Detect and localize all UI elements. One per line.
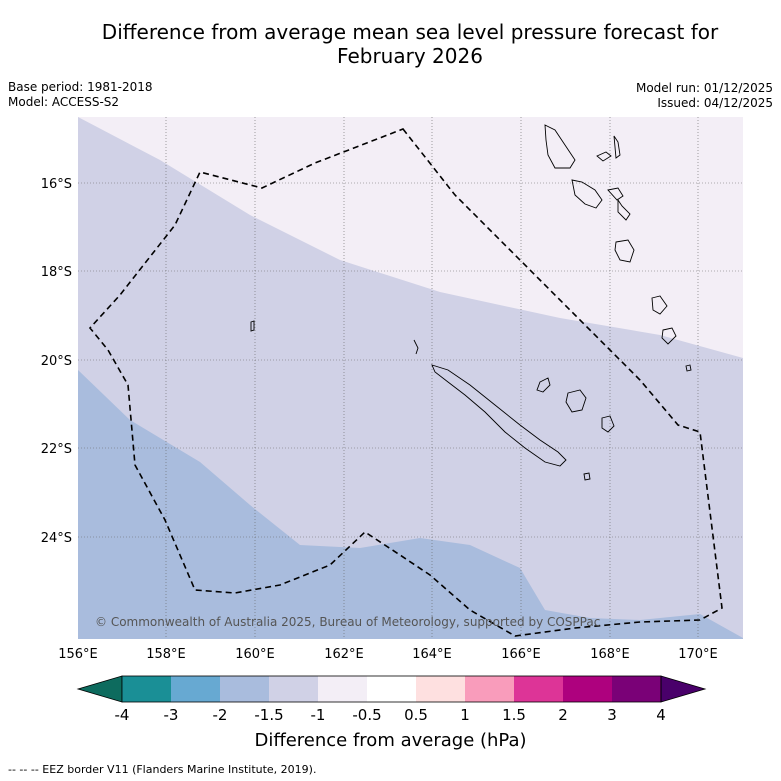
colorbar-segment xyxy=(171,676,220,702)
ouvea-coast xyxy=(536,377,551,393)
lon-label: 158°E xyxy=(146,647,186,662)
anomaly-band-minus-1 xyxy=(78,117,743,358)
lat-label: 24°S xyxy=(41,531,72,546)
colorbar-segment xyxy=(514,676,563,702)
issued-date: Issued: 04/12/2025 xyxy=(657,96,773,110)
ambae-coast xyxy=(596,151,612,162)
colorbar-segment xyxy=(367,676,416,702)
colorbar-tick-label: -0.5 xyxy=(352,706,381,724)
colorbar-tick-label: 3 xyxy=(607,706,617,724)
lat-axis: 16°S 18°S 20°S 22°S 24°S xyxy=(41,177,72,546)
model-name: Model: ACCESS-S2 xyxy=(8,95,120,109)
colorbar-unit-label: Difference from average (hPa) xyxy=(254,730,527,751)
espiritu-santo-coast xyxy=(544,124,576,169)
colorbar-tick-label: -1 xyxy=(311,706,326,724)
title-line-1: Difference from average mean sea level p… xyxy=(101,20,719,44)
eez-border xyxy=(88,128,723,637)
mare-coast xyxy=(601,415,615,433)
aneityum-coast xyxy=(685,364,692,372)
lon-label: 166°E xyxy=(501,647,541,662)
lon-label: 160°E xyxy=(235,647,275,662)
colorbar-tick-label: -4 xyxy=(115,706,130,724)
shepherd-islands-coast xyxy=(617,198,631,221)
chesterfield-islet xyxy=(250,320,255,332)
coastlines xyxy=(250,124,692,481)
maewo-coast xyxy=(613,135,621,159)
colorbar-tick-label: -1.5 xyxy=(254,706,283,724)
map-area: © Commonwealth of Australia 2025, Bureau… xyxy=(78,117,743,639)
lon-label: 168°E xyxy=(590,647,630,662)
colorbar-tick-label: -3 xyxy=(164,706,179,724)
meta-right: Model run: 01/12/2025 Issued: 04/12/2025 xyxy=(636,81,773,111)
colorbar-low-extend xyxy=(76,675,123,703)
colorbar-segment xyxy=(318,676,367,702)
meta-left: Base period: 1981-2018 Model: ACCESS-S2 xyxy=(8,80,153,110)
lon-label: 156°E xyxy=(58,647,98,662)
colorbar-tick-label: 0.5 xyxy=(404,706,428,724)
colorbar-segment xyxy=(563,676,612,702)
colorbar-frame xyxy=(121,675,662,703)
lon-label: 170°E xyxy=(678,647,718,662)
model-run: Model run: 01/12/2025 xyxy=(635,81,773,95)
colorbar-segment xyxy=(122,676,171,702)
lifou-coast xyxy=(565,389,587,413)
base-period: Base period: 1981-2018 xyxy=(8,80,153,94)
copyright-notice: © Commonwealth of Australia 2025, Bureau… xyxy=(95,615,600,629)
islet-belep xyxy=(413,339,419,355)
lat-label: 16°S xyxy=(41,177,72,192)
colorbar-segment xyxy=(269,676,318,702)
colorbar-tick-label: 2 xyxy=(558,706,568,724)
colorbar-tick-label: 1 xyxy=(460,706,470,724)
lat-label: 22°S xyxy=(41,442,72,457)
colorbar-tick-label: 1.5 xyxy=(502,706,526,724)
lon-label: 162°E xyxy=(324,647,364,662)
isle-of-pines-coast xyxy=(583,472,591,481)
efate-coast xyxy=(614,239,635,263)
new-caledonia-coast xyxy=(431,364,567,467)
colorbar-tick-label: 4 xyxy=(656,706,666,724)
eez-legend-note: -- -- -- EEZ border V11 (Flanders Marine… xyxy=(8,763,317,776)
tanna-coast xyxy=(661,327,677,345)
lon-axis: 156°E 158°E 160°E 162°E 164°E 166°E 168°… xyxy=(58,647,718,662)
lat-label: 18°S xyxy=(41,265,72,280)
lon-label: 164°E xyxy=(412,647,452,662)
colorbar-segment xyxy=(416,676,465,702)
colorbar-segment xyxy=(612,676,661,702)
erromango-coast xyxy=(651,295,668,315)
colorbar: -4 -3 -2 -1.5 -1 -0.5 0.5 1 1.5 2 3 4 xyxy=(76,675,707,724)
colorbar-segment xyxy=(220,676,269,702)
graticule xyxy=(78,117,743,639)
chart-title: Difference from average mean sea level p… xyxy=(40,20,780,68)
colorbar-segment xyxy=(465,676,514,702)
malekula-coast xyxy=(571,179,603,209)
lat-label: 20°S xyxy=(41,354,72,369)
colorbar-high-extend xyxy=(660,675,707,703)
epi-coast xyxy=(607,187,624,201)
title-line-2: February 2026 xyxy=(337,44,483,68)
colorbar-tick-label: -2 xyxy=(213,706,228,724)
anomaly-band-minus-2 xyxy=(78,370,743,639)
